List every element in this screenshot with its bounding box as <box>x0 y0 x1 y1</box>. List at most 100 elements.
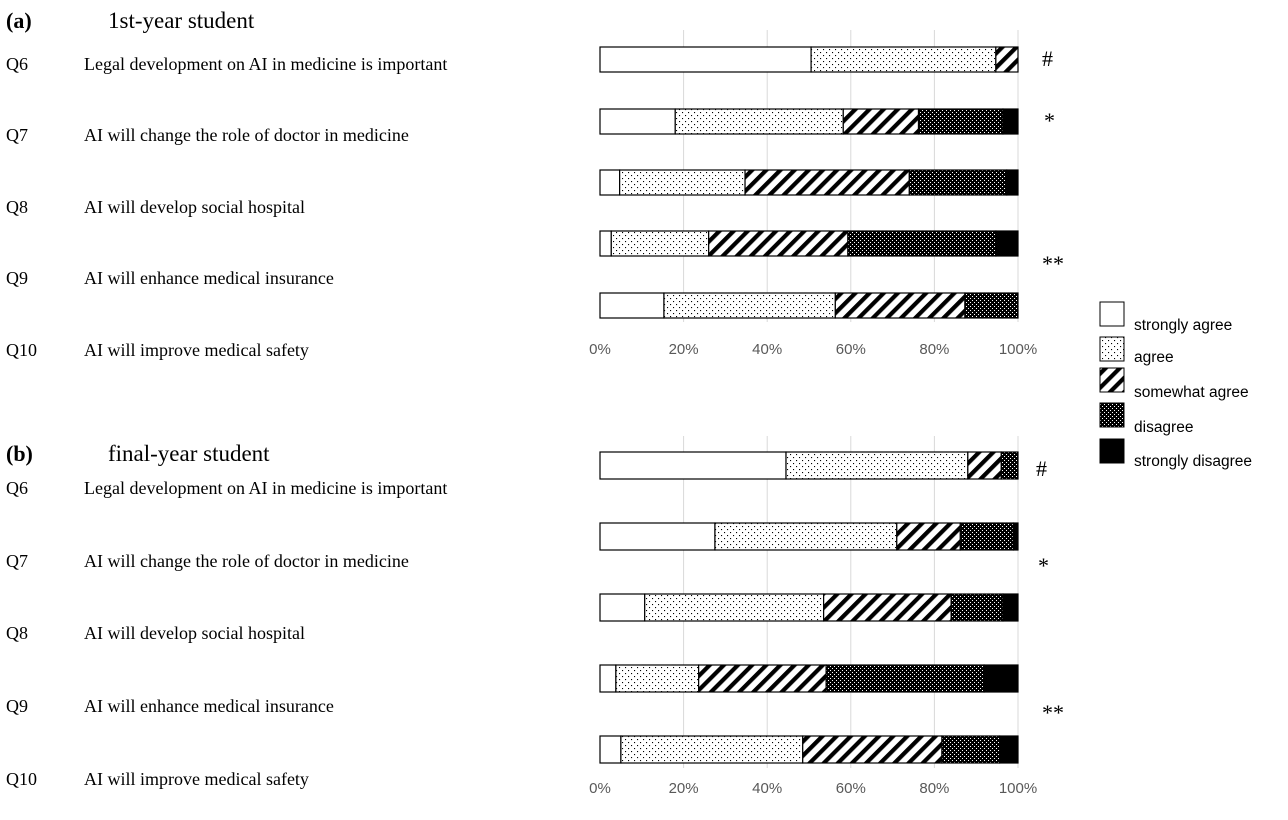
panel-a-bar-q9-agree <box>610 230 710 257</box>
panel-b-bar-q10-somewhat-agree <box>802 735 943 764</box>
legend-swatch-disagree <box>1099 402 1125 428</box>
panel-b-q7-text: AI will change the role of doctor in med… <box>84 551 409 571</box>
panel-b-bar-q10-agree <box>620 735 804 764</box>
panel-b-x-tick-label: 0% <box>589 780 611 797</box>
panel-a-bar-q6-somewhat-agree <box>995 46 1019 73</box>
panel-a-q9-text: AI will enhance medical insurance <box>84 268 334 288</box>
panel-b-bar-q9-strongly-agree <box>599 664 617 693</box>
panel-a-plot: 0% 20% 40% 60% 80% 100%#*** <box>589 30 1064 358</box>
panel-b-q10-code: Q10 <box>6 769 37 789</box>
panel-a-bar-q8-somewhat-agree <box>744 169 910 196</box>
panel-a-bar-q6-strongly-agree <box>599 46 812 73</box>
panel-b-bar-q6-somewhat-agree <box>967 451 1002 480</box>
legend-label-agree: agree <box>1134 349 1174 366</box>
panel-a-bar-q8-agree <box>619 169 746 196</box>
panel-b-q8-text: AI will develop social hospital <box>84 623 305 643</box>
panel-b-x-tick-label: 40% <box>752 780 782 797</box>
panel-a-q9-code: Q9 <box>6 268 28 288</box>
panel-b-x-tick-label: 20% <box>669 780 699 797</box>
panel-a-significance-mark: # <box>1042 46 1053 71</box>
legend-swatch-strongly-agree <box>1099 301 1125 327</box>
panel-b-x-tick-label: 100% <box>999 780 1037 797</box>
panel-b-q10-text: AI will improve medical safety <box>84 769 309 789</box>
panel-b-bar-q9-somewhat-agree <box>698 664 827 693</box>
panel-b-x-tick-label: 80% <box>919 780 949 797</box>
panel-a-q6-code: Q6 <box>6 54 28 74</box>
legend-label-strongly-disagree: strongly disagree <box>1134 453 1252 470</box>
panel-a-bar-q10-agree <box>663 292 836 319</box>
panel-b-x-tick-label: 60% <box>836 780 866 797</box>
panel-a-bar-q9-strongly-disagree <box>995 230 1019 257</box>
panel-a-q10-text: AI will improve medical safety <box>84 340 309 360</box>
legend-swatch-somewhat-agree <box>1099 367 1125 393</box>
panel-a-significance-mark: * <box>1044 108 1055 133</box>
panel-a-bar-q9-somewhat-agree <box>708 230 849 257</box>
panel-b-q8-code: Q8 <box>6 623 28 643</box>
panel-b-q6-code: Q6 <box>6 478 28 498</box>
panel-a-bar-q8-strongly-disagree <box>1006 169 1019 196</box>
legend: strongly agree agree somewhat agree disa… <box>1099 301 1252 470</box>
panel-a-bar-q9-disagree <box>847 230 997 257</box>
panel-a-q7-code: Q7 <box>6 125 28 145</box>
legend-label-strongly-agree: strongly agree <box>1134 317 1232 334</box>
panel-b-title: final-year student <box>108 441 270 466</box>
panel-b-bar-q7-strongly-disagree <box>1012 522 1019 551</box>
panel-b-bar-q8-agree <box>644 593 825 622</box>
legend-swatch-strongly-disagree <box>1099 438 1125 464</box>
panel-a-bar-q8-strongly-agree <box>599 169 621 196</box>
panel-a-q10-code: Q10 <box>6 340 37 360</box>
panel-a-x-tick-label: 80% <box>919 341 949 358</box>
panel-a-q8-text: AI will develop social hospital <box>84 197 305 217</box>
panel-b-significance-mark: ** <box>1042 700 1064 725</box>
panel-b-bar-q9-strongly-disagree <box>983 664 1019 693</box>
panel-b-bar-q9-agree <box>615 664 700 693</box>
panel-a-title: 1st-year student <box>108 8 255 33</box>
panel-a-q6-text: Legal development on AI in medicine is i… <box>84 54 447 74</box>
panel-a-q8-code: Q8 <box>6 197 28 217</box>
panel-b-q9-code: Q9 <box>6 696 28 716</box>
legend-label-somewhat-agree: somewhat agree <box>1134 384 1249 401</box>
panel-b-bar-q8-somewhat-agree <box>823 593 952 622</box>
panel-a-bar-q10-somewhat-agree <box>834 292 966 319</box>
panel-a-bar-q7-disagree <box>917 108 1004 135</box>
panel-b-bar-q6-disagree <box>1000 451 1019 480</box>
panel-b-bar-q7-disagree <box>959 522 1015 551</box>
panel-a-bar-q6-agree <box>810 46 997 73</box>
panel-a-letter: (a) <box>6 8 32 33</box>
panel-a-bar-q7-agree <box>674 108 844 135</box>
legend-swatch-agree <box>1099 336 1125 362</box>
panel-b-letter: (b) <box>6 441 33 466</box>
panel-b-bar-q8-strongly-agree <box>599 593 646 622</box>
panel-a-x-tick-label: 60% <box>836 341 866 358</box>
legend-label-disagree: disagree <box>1134 419 1193 436</box>
panel-b-question-labels: Q6 Legal development on AI in medicine i… <box>6 478 447 789</box>
panel-a-bar-q10-disagree <box>964 292 1019 319</box>
panel-b-bar-q6-agree <box>785 451 969 480</box>
panel-a-x-tick-label: 20% <box>669 341 699 358</box>
panel-a-x-tick-label: 100% <box>999 341 1037 358</box>
panel-a-bar-q7-strongly-agree <box>599 108 676 135</box>
panel-a-q7-text: AI will change the role of doctor in med… <box>84 125 409 145</box>
panel-a-significance-mark: ** <box>1042 251 1064 276</box>
panel-b-q7-code: Q7 <box>6 551 28 571</box>
panel-a-bar-q9-strongly-agree <box>599 230 612 257</box>
panel-b-plot: 0% 20% 40% 60% 80% 100%#*** <box>589 436 1064 797</box>
panel-b-bar-q8-strongly-disagree <box>1002 593 1019 622</box>
panel-b-significance-mark: * <box>1038 553 1049 578</box>
panel-a-x-tick-label: 0% <box>589 341 611 358</box>
panel-b-bar-q6-strongly-agree <box>599 451 787 480</box>
panel-b-q6-text: Legal development on AI in medicine is i… <box>84 478 447 498</box>
panel-a-bar-q7-somewhat-agree <box>842 108 920 135</box>
panel-b-q9-text: AI will enhance medical insurance <box>84 696 334 716</box>
panel-b-bar-q10-strongly-disagree <box>999 735 1019 764</box>
panel-a-bar-q8-disagree <box>908 169 1008 196</box>
panel-b-bar-q7-strongly-agree <box>599 522 716 551</box>
panel-b-significance-mark: # <box>1036 456 1047 481</box>
panel-a-bar-q10-strongly-agree <box>599 292 665 319</box>
panel-a-x-tick-label: 40% <box>752 341 782 358</box>
panel-b-bar-q10-disagree <box>941 735 1001 764</box>
panel-a-bar-q7-strongly-disagree <box>1002 108 1019 135</box>
panel-b-bar-q7-agree <box>714 522 898 551</box>
panel-b-bar-q8-disagree <box>950 593 1004 622</box>
